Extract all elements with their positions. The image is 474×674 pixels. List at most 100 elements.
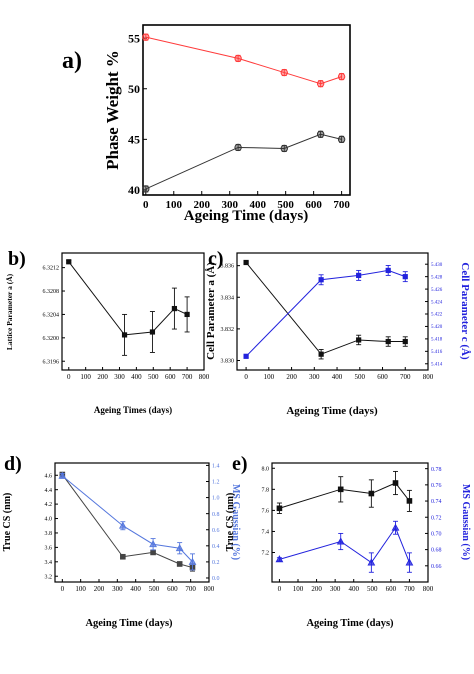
x-tick-label: 400 xyxy=(332,373,343,381)
y-tick-label: 3.836 xyxy=(221,264,235,270)
chart-panel-4: d) 0 100 200 300 400 500 600 700 800 3.2 3.4 3.6 3.8 4… xyxy=(2,453,241,629)
y-tick-label: 55 xyxy=(128,31,140,45)
panel-label: d) xyxy=(4,453,22,475)
x-tick-label: 300 xyxy=(114,373,125,381)
x-tick-label: 600 xyxy=(377,373,388,381)
data-point xyxy=(392,480,399,486)
y-right-tick-label: 0.70 xyxy=(431,532,442,538)
x-tick-label: 400 xyxy=(131,373,142,381)
x-tick-label: 200 xyxy=(97,373,108,381)
y-right-tick-label: 5.416 xyxy=(431,350,443,355)
data-point xyxy=(171,305,178,312)
x-tick-label: 0 xyxy=(278,585,282,593)
data-point xyxy=(142,33,150,41)
data-point xyxy=(316,79,325,88)
x-tick-label: 200 xyxy=(193,199,210,211)
x-axis-label: Ageing Time (days) xyxy=(184,208,308,224)
y-tick-label: 3.4 xyxy=(45,560,53,566)
data-point xyxy=(336,537,345,545)
data-point xyxy=(58,471,67,479)
data-point xyxy=(234,143,242,152)
y-tick-label: 6.3204 xyxy=(43,313,60,319)
x-tick-label: 100 xyxy=(293,585,304,593)
y-right-tick-label: 0.2 xyxy=(212,560,220,566)
y-right-tick-label: 0.76 xyxy=(431,483,442,489)
y-tick-label: 6.3200 xyxy=(43,336,60,342)
y-tick-label: 7.2 xyxy=(262,551,270,557)
plot-frame xyxy=(236,252,429,371)
y-right-tick-label: 1.0 xyxy=(212,496,220,502)
x-tick-label: 700 xyxy=(404,585,415,593)
y-right-tick-label: 5.430 xyxy=(431,263,443,268)
x-axis-label: Ageing Times (days) xyxy=(94,405,172,415)
y-tick-label: 8.0 xyxy=(262,466,270,472)
x-tick-label: 800 xyxy=(204,585,215,593)
chart-panel-3: c) 0 100 200 300 400 500 600 700 800 3.830 3.832 3.8… xyxy=(205,248,471,417)
y-tick-label: 3.832 xyxy=(221,327,235,333)
data-point xyxy=(176,561,183,567)
y-tick-label: 3.2 xyxy=(45,574,53,580)
series-1 xyxy=(142,33,346,88)
y-tick-label: 3.6 xyxy=(45,545,53,551)
data-point xyxy=(318,351,324,357)
series-line xyxy=(68,261,188,336)
y-right-axis-label: MS Gaussian (%) xyxy=(460,484,471,560)
panel-label: c) xyxy=(208,248,224,270)
data-point xyxy=(318,277,324,283)
series-line xyxy=(279,526,410,564)
y-tick-label: 4.6 xyxy=(45,473,53,479)
data-point xyxy=(234,54,242,63)
y-right-tick-label: 0.78 xyxy=(431,467,442,473)
y-right-tick-label: 0.4 xyxy=(212,544,220,550)
x-tick-label: 0 xyxy=(143,199,149,211)
y-tick-label: 3.8 xyxy=(45,531,53,537)
y-right-tick-label: 5.420 xyxy=(431,325,443,330)
y-right-tick-label: 0.68 xyxy=(431,548,442,554)
data-point xyxy=(120,553,126,560)
data-point xyxy=(402,338,408,345)
chart-panel-2: b) 0 100 200 300 400 500 600 700 800 6.3196 6.3200 6… xyxy=(5,248,210,415)
y-tick-label: 3.834 xyxy=(221,295,235,301)
series-line xyxy=(145,36,342,85)
x-tick-label: 0 xyxy=(61,585,65,593)
y-tick-label: 4.0 xyxy=(45,517,53,523)
y-right-tick-label: 5.418 xyxy=(431,338,443,343)
y-axis-label: Lattice Parameter a (Å) xyxy=(5,273,14,350)
x-axis-label: Ageing Time (days) xyxy=(286,405,378,417)
data-point xyxy=(337,135,346,144)
y-right-tick-label: 5.424 xyxy=(431,300,443,305)
y-tick-label: 6.3196 xyxy=(43,359,60,365)
y-right-tick-label: 5.414 xyxy=(431,363,443,368)
panel-label: e) xyxy=(232,453,248,475)
x-tick-label: 800 xyxy=(423,373,434,381)
data-point xyxy=(337,72,346,81)
y-tick-label: 7.4 xyxy=(262,530,270,536)
x-tick-label: 0 xyxy=(244,373,248,381)
y-axis-label: True CS (nm) xyxy=(225,493,236,552)
y-tick-label: 4.4 xyxy=(45,488,53,494)
data-point xyxy=(188,557,197,565)
y-right-tick-label: 0.0 xyxy=(212,576,220,582)
data-point xyxy=(184,311,190,318)
x-tick-label: 400 xyxy=(130,585,141,593)
x-tick-label: 100 xyxy=(75,585,86,593)
y-axis-label: Phase Weight % xyxy=(103,50,122,170)
x-tick-label: 500 xyxy=(148,373,159,381)
data-point xyxy=(406,498,413,504)
x-tick-label: 100 xyxy=(166,199,183,211)
x-tick-label: 500 xyxy=(367,585,378,593)
y-right-axis-label: MS Gaussian (%) xyxy=(230,484,241,560)
data-point xyxy=(368,490,375,497)
series-line xyxy=(62,475,193,563)
x-axis-label: Ageing Time (days) xyxy=(306,618,394,629)
y-axis-label: Cell Parameter a (Å) xyxy=(205,262,217,360)
y-right-tick-label: 0.66 xyxy=(431,564,442,570)
x-tick-label: 0 xyxy=(67,373,71,381)
data-point xyxy=(276,505,283,512)
x-tick-label: 300 xyxy=(221,199,238,211)
x-tick-label: 700 xyxy=(333,199,350,211)
x-axis-label: Ageing Time (days) xyxy=(85,618,173,629)
series-2 xyxy=(58,471,197,571)
series-1 xyxy=(276,470,413,514)
